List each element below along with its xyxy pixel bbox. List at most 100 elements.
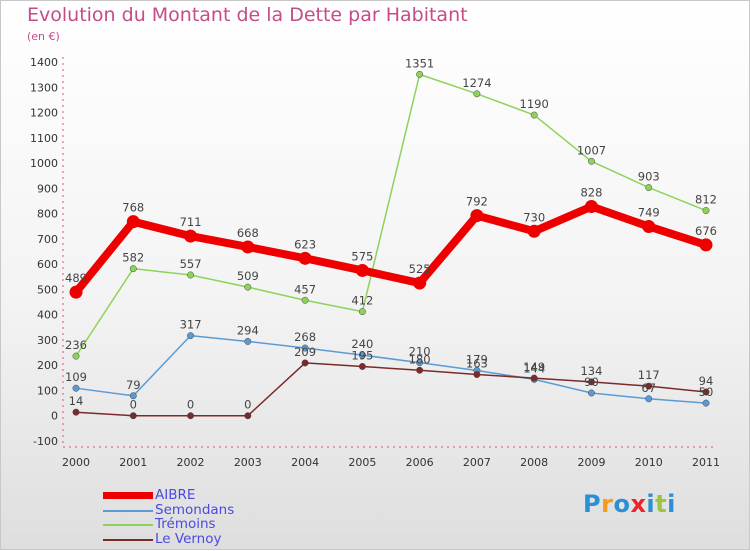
series-semondans (72, 332, 710, 407)
data-label: 294 (237, 323, 259, 337)
x-tick-label: 2005 (348, 456, 376, 469)
data-label: 67 (641, 381, 656, 395)
data-label: 180 (409, 352, 431, 366)
data-point (126, 215, 140, 229)
data-point (413, 276, 427, 290)
x-tick-label: 2008 (520, 456, 548, 469)
data-point (298, 251, 312, 265)
x-tick-label: 2007 (463, 456, 491, 469)
x-tick-label: 2004 (291, 456, 319, 469)
data-point (588, 389, 595, 397)
legend-swatch (103, 492, 153, 499)
data-point (184, 229, 198, 243)
data-point (241, 240, 255, 254)
data-label: 195 (351, 348, 373, 362)
legend-item: Semondans (103, 501, 263, 518)
legend-label: Trémoins (155, 516, 216, 532)
data-point (244, 412, 252, 420)
data-point (187, 412, 194, 420)
data-label: 90 (584, 375, 599, 389)
data-label: 412 (351, 294, 373, 308)
legend-item: AIBRE (103, 487, 263, 503)
data-point (473, 90, 481, 98)
data-label: 582 (122, 251, 144, 265)
data-point (301, 344, 309, 352)
legend-label: AIBRE (155, 487, 196, 503)
data-point (702, 399, 710, 407)
data-label: 768 (122, 201, 144, 215)
y-tick-label: 300 (37, 334, 58, 347)
legend-label: Semondans (155, 501, 235, 518)
y-tick-label: 400 (37, 309, 58, 322)
data-point (69, 285, 83, 299)
logo-letter: P (583, 490, 602, 518)
series-line (75, 73, 707, 357)
logo-letter: t (655, 490, 668, 518)
data-label: 14 (69, 394, 84, 408)
data-label: 317 (180, 318, 202, 332)
data-point (702, 388, 710, 396)
series-line (72, 202, 708, 295)
y-tick-label: 700 (37, 233, 58, 246)
data-point (187, 332, 194, 340)
data-point (72, 408, 80, 416)
data-label: 236 (65, 338, 87, 352)
data-point (355, 263, 369, 277)
data-point (358, 363, 366, 370)
data-point (358, 351, 366, 359)
data-label: 575 (351, 249, 373, 263)
data-label: 268 (294, 330, 316, 344)
logo-letter: o (613, 490, 631, 518)
data-point (129, 392, 137, 400)
x-tick-label: 2001 (119, 456, 147, 469)
data-label: 730 (523, 210, 545, 224)
data-point (416, 366, 424, 374)
y-tick-label: 1200 (30, 107, 58, 120)
y-tick-label: 500 (37, 283, 58, 296)
series-line (75, 362, 707, 417)
data-label: 525 (409, 262, 431, 276)
data-point (72, 384, 80, 392)
y-tick-label: 1100 (30, 132, 58, 145)
data-point (129, 412, 137, 420)
data-point (530, 111, 538, 119)
y-tick-label: 600 (37, 258, 58, 271)
logo-letter: r (601, 490, 614, 518)
logo-letter: x (630, 490, 647, 518)
y-tick-label: 1400 (30, 56, 58, 69)
y-tick-label: 200 (37, 359, 58, 372)
data-label: 749 (638, 205, 660, 219)
data-label: 210 (409, 345, 431, 359)
x-tick-label: 2009 (577, 456, 605, 469)
data-label: 109 (65, 370, 87, 384)
data-label: 509 (237, 269, 259, 283)
data-point (527, 224, 541, 238)
data-label: 94 (699, 374, 714, 388)
y-tick-label: 1000 (30, 157, 58, 170)
data-point (645, 184, 653, 192)
y-tick-label: 900 (37, 182, 58, 195)
data-label: 0 (187, 398, 194, 412)
x-tick-label: 2003 (234, 456, 262, 469)
legend-swatch (103, 509, 153, 512)
data-label: 79 (126, 378, 141, 392)
data-point (699, 238, 713, 252)
series-le-vernoy (72, 359, 710, 420)
legend-swatch (103, 524, 153, 526)
data-label: 163 (466, 357, 488, 371)
data-label: 623 (294, 237, 316, 251)
data-point (416, 70, 424, 78)
y-tick-label: 100 (37, 384, 58, 397)
data-label: 668 (237, 226, 259, 240)
data-label: 1274 (462, 76, 491, 90)
data-point (187, 271, 194, 279)
data-label: 1351 (405, 56, 434, 70)
logo-letter: i (646, 490, 656, 518)
chart-subtitle: (en €) (27, 30, 60, 43)
data-label: 1190 (520, 97, 549, 111)
data-point (358, 308, 366, 316)
data-label: 50 (699, 385, 714, 399)
data-point (645, 382, 653, 390)
data-label: 209 (294, 345, 316, 359)
